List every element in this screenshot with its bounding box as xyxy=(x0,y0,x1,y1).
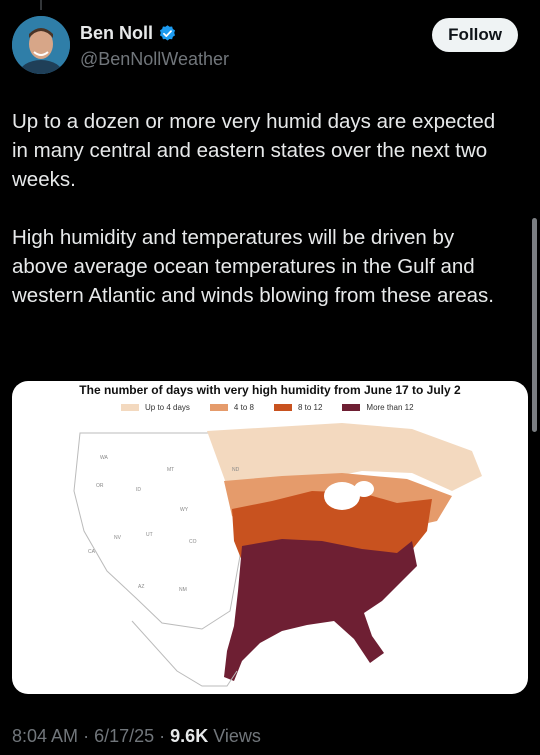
state-label-or: OR xyxy=(96,483,104,489)
tweet-date[interactable]: 6/17/25 xyxy=(94,726,155,746)
author-name[interactable]: Ben Noll xyxy=(80,23,154,43)
state-label-id: ID xyxy=(136,487,141,493)
state-label-wy: WY xyxy=(180,507,189,513)
state-label-nd: ND xyxy=(232,467,240,473)
tweet-header: Ben Noll @BenNollWeather Follow xyxy=(12,16,518,76)
separator-dot: · xyxy=(159,726,166,746)
state-label-wa: WA xyxy=(100,455,109,461)
tweet-paragraph-2: High humidity and temperatures will be d… xyxy=(12,226,495,307)
scrollbar[interactable] xyxy=(532,218,537,432)
state-label-nm: NM xyxy=(179,587,187,593)
great-lakes xyxy=(324,482,360,510)
legend-item: 4 to 8 xyxy=(209,403,254,412)
tweet-time[interactable]: 8:04 AM xyxy=(12,726,79,746)
state-label-az: AZ xyxy=(138,584,144,590)
state-label-ca: CA xyxy=(88,549,96,555)
thread-connector-line xyxy=(40,0,42,10)
legend-item: Up to 4 days xyxy=(121,403,190,412)
legend-swatch xyxy=(342,404,361,411)
state-label-co: CO xyxy=(189,539,197,545)
avatar[interactable] xyxy=(12,16,70,74)
legend-swatch xyxy=(209,404,228,411)
state-label-nv: NV xyxy=(114,535,122,541)
legend-label: 4 to 8 xyxy=(233,403,254,412)
views-count: 9.6K xyxy=(170,726,209,746)
legend-label: Up to 4 days xyxy=(145,403,190,412)
views-label: Views xyxy=(213,726,261,746)
humidity-map: WA OR CA NV ID MT WY UT AZ CO NM ND xyxy=(73,423,482,687)
legend-swatch xyxy=(121,404,139,411)
zone-more-than-12 xyxy=(224,539,417,681)
legend-item: More than 12 xyxy=(342,403,414,412)
tweet-media-map[interactable]: WA OR CA NV ID MT WY UT AZ CO NM ND The … xyxy=(12,381,528,694)
legend-swatch xyxy=(273,404,292,411)
legend-label: More than 12 xyxy=(366,403,414,412)
mexico-outline xyxy=(131,620,238,687)
tweet-text: Up to a dozen or more very humid days ar… xyxy=(12,107,512,310)
verified-badge-icon xyxy=(159,25,176,41)
us-west-land xyxy=(73,432,241,630)
separator-dot: · xyxy=(83,726,90,746)
state-label-mt: MT xyxy=(167,467,174,473)
map-title: The number of days with very high humidi… xyxy=(79,383,461,397)
state-label-ut: UT xyxy=(146,532,153,538)
author-handle[interactable]: @BenNollWeather xyxy=(80,49,230,69)
follow-button[interactable]: Follow xyxy=(432,18,518,52)
zone-up-to-4 xyxy=(207,423,482,491)
legend-item: 8 to 12 xyxy=(273,403,323,412)
map-legend: Up to 4 days 4 to 8 8 to 12 More than 12 xyxy=(121,403,414,412)
tweet-timestamp: 8:04 AM · 6/17/25 · 9.6K Views xyxy=(12,726,261,747)
legend-label: 8 to 12 xyxy=(297,403,323,412)
author-name-row: Ben Noll xyxy=(80,23,177,44)
tweet-paragraph-1: Up to a dozen or more very humid days ar… xyxy=(12,110,496,191)
